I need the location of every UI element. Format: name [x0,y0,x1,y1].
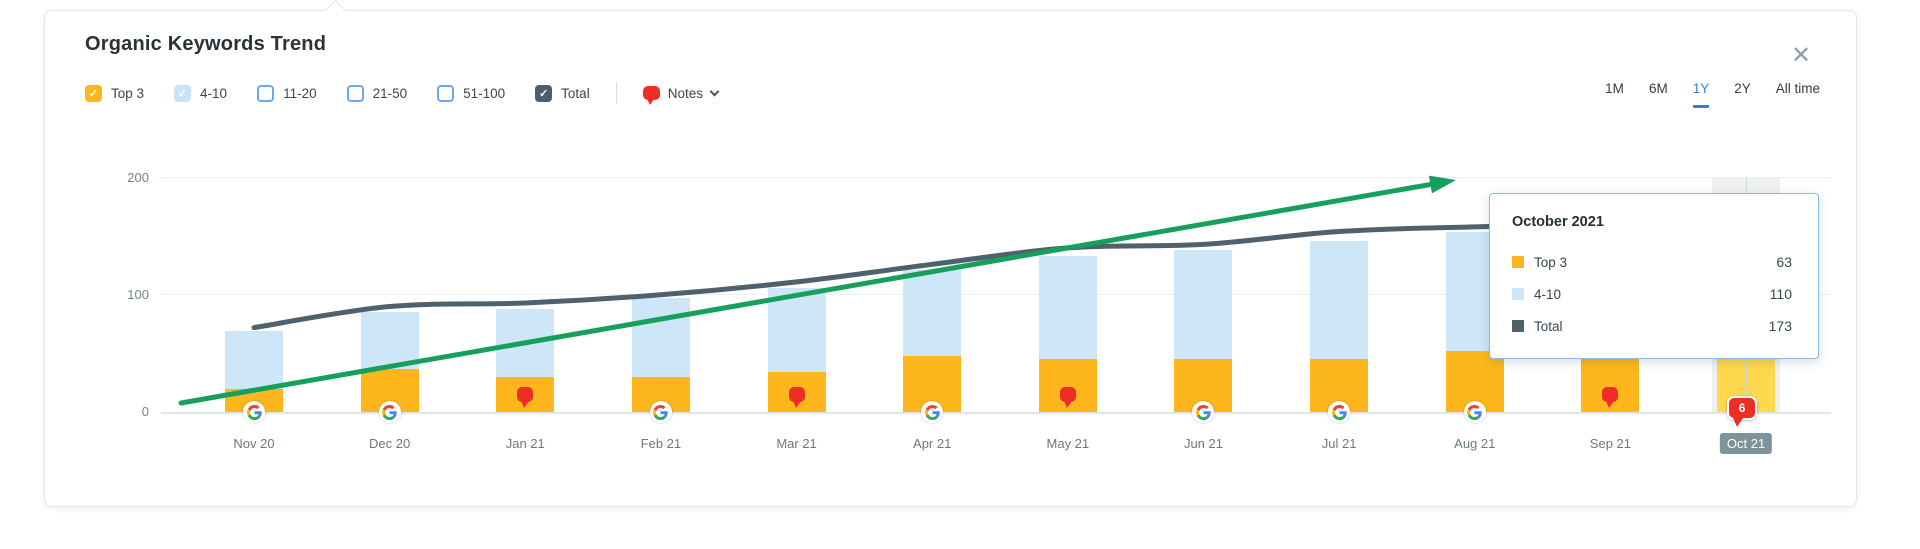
trend-arrowhead [1428,175,1456,194]
time-range-6m[interactable]: 6M [1648,81,1668,96]
bar-4-10[interactable] [903,270,962,356]
tooltip-title: October 2021 [1512,214,1604,230]
y-axis-tick-label: 100 [127,286,149,302]
tooltip-series-value: 63 [1776,254,1792,270]
legend-checkbox-top-3[interactable]: ✓ Top 3 [85,84,145,102]
legend-item-label: Top 3 [111,85,145,101]
google-update-icon[interactable] [649,401,672,423]
tooltip-row: 4-10 110 [1512,278,1792,310]
note-marker-icon[interactable] [1602,387,1619,408]
bar-4-10[interactable] [1310,240,1369,360]
google-update-icon[interactable] [1192,401,1215,423]
note-marker-icon[interactable] [1059,387,1076,408]
legend-item-label: 11-20 [283,85,317,101]
unchecked-checkbox-icon[interactable] [437,84,455,102]
google-update-icon[interactable] [378,401,401,423]
unchecked-checkbox-icon[interactable] [346,84,364,102]
legend-checkbox-total[interactable]: ✓ Total [535,84,590,102]
legend-divider [615,82,617,104]
time-range-all-time[interactable]: All time [1775,81,1820,96]
x-axis-label: Feb 21 [640,436,682,451]
note-marker-icon[interactable] [788,387,805,408]
x-axis-line [161,412,1831,414]
y-axis-tick-label: 0 [141,404,149,419]
page-title: Organic Keywords Trend [85,33,327,55]
google-update-icon[interactable] [243,401,265,423]
legend-item-label: 51-100 [463,85,506,101]
note-icon [642,86,660,105]
tooltip-swatch [1512,288,1524,300]
x-axis-label: Nov 20 [233,436,275,451]
tooltip-series-label: Total [1534,318,1563,334]
tooltip-series-value: 173 [1768,318,1792,334]
tooltip-series-label: 4-10 [1534,286,1562,302]
selected-month-badge: Oct 21 [1719,433,1773,454]
legend-checkbox-11-20[interactable]: 11-20 [257,84,317,102]
notes-count-badge[interactable]: 6 [1727,396,1758,427]
time-range-1y[interactable]: 1Y [1692,81,1710,108]
bar-4-10[interactable] [496,308,555,377]
close-icon[interactable]: ✕ [1784,39,1818,73]
x-axis-label: Oct 21 [1719,433,1773,454]
checked-checkbox-icon[interactable]: ✓ [535,84,553,102]
legend-items: ✓ Top 3 ✓ 4-10 11-20 21-50 51-100 ✓ Total [85,84,590,102]
unchecked-checkbox-icon[interactable] [257,84,275,102]
google-update-icon[interactable] [1463,401,1486,423]
x-axis-label: Jul 21 [1321,436,1357,451]
y-axis-tick-label: 200 [127,169,149,185]
legend-item-label: 4-10 [200,85,228,101]
bar-4-10[interactable] [225,331,283,389]
bar-4-10[interactable] [767,287,826,373]
checked-checkbox-icon[interactable]: ✓ [174,84,192,102]
x-axis-label: Sep 21 [1589,436,1631,451]
tooltip-row: Top 3 63 [1512,246,1792,278]
tooltip-swatch [1512,320,1524,332]
bar-4-10[interactable] [1038,256,1097,360]
time-range-selector: 1M 6M 1Y 2Y All time [1605,81,1820,108]
chart-tooltip: October 2021 Top 3 63 4-10 110 Total 173 [1489,193,1819,359]
note-marker-icon[interactable] [517,387,534,408]
x-axis-label: Aug 21 [1454,436,1496,451]
legend-checkbox-21-50[interactable]: 21-50 [346,84,408,102]
legend: ✓ Top 3 ✓ 4-10 11-20 21-50 51-100 ✓ Total Notes [85,81,720,105]
legend-item-label: 21-50 [372,85,408,101]
time-range-1m[interactable]: 1M [1605,81,1624,96]
bar-4-10[interactable] [360,312,419,369]
legend-checkbox-51-100[interactable]: 51-100 [437,84,506,102]
gridline [161,177,1831,179]
tooltip-series-value: 110 [1769,286,1792,302]
x-axis-label: Jun 21 [1183,436,1223,451]
x-axis-label: Mar 21 [776,436,817,451]
bar-4-10[interactable] [1174,250,1233,360]
x-axis-label: Dec 20 [369,436,411,451]
legend-item-label: Total [561,85,590,101]
google-update-icon[interactable] [1328,401,1351,423]
notes-label: Notes [667,85,703,101]
google-update-icon[interactable] [921,401,944,423]
tooltip-row: Total 173 [1512,310,1792,342]
x-axis-label: May 21 [1046,436,1090,451]
tooltip-series-label: Top 3 [1534,254,1568,270]
checked-checkbox-icon[interactable]: ✓ [85,84,102,102]
time-range-2y[interactable]: 2Y [1734,81,1751,96]
legend-checkbox-4-10[interactable]: ✓ 4-10 [174,84,228,102]
organic-keywords-trend-card: Organic Keywords Trend ✕ ✓ Top 3 ✓ 4-10 11-2… [44,0,1857,507]
bar-4-10[interactable] [631,298,690,377]
x-axis-label: Jan 21 [505,436,545,451]
notes-dropdown[interactable]: Notes [642,85,720,105]
x-axis-label: Apr 21 [913,436,952,451]
tooltip-rows: Top 3 63 4-10 110 Total 173 [1512,246,1792,342]
tooltip-swatch [1512,256,1524,268]
